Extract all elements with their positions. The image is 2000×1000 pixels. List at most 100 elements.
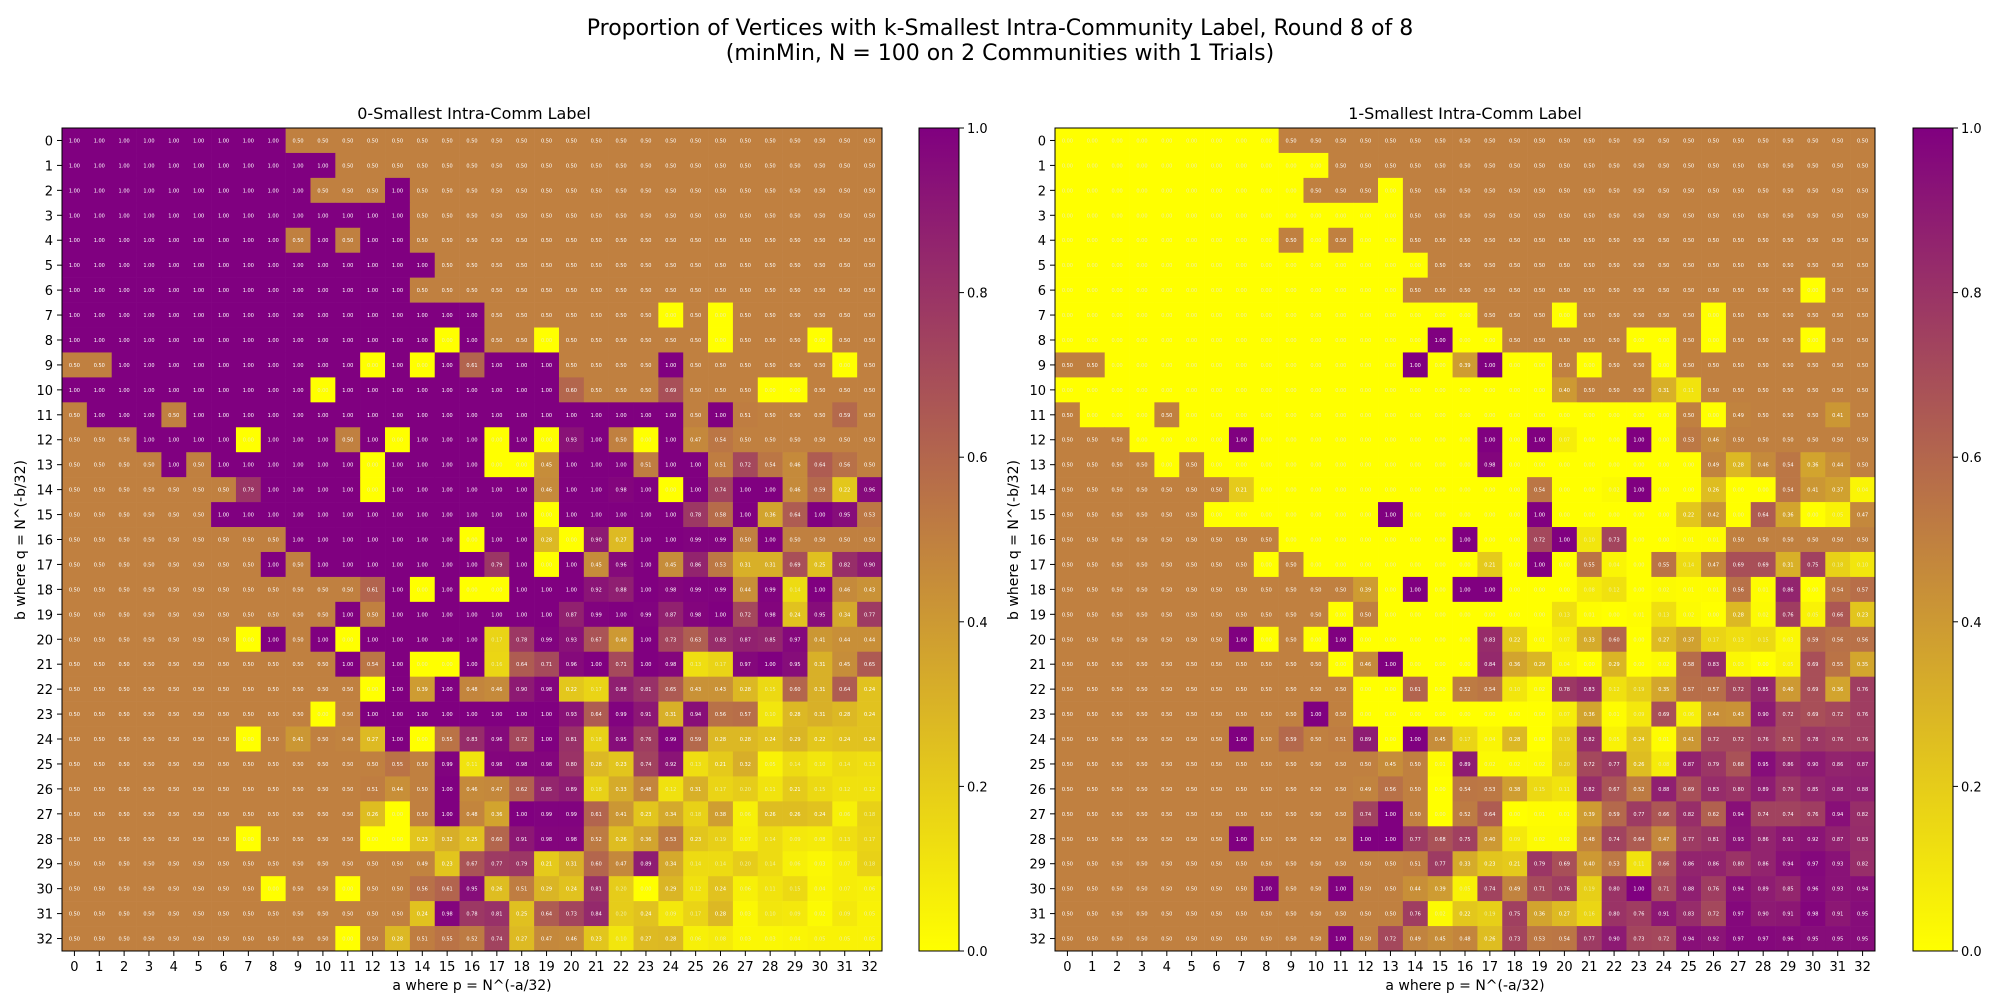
heatmap-cell-label: 0.50 bbox=[1807, 388, 1818, 394]
heatmap-cell-label: 0.50 bbox=[1683, 263, 1694, 269]
heatmap-cell-label: 0.00 bbox=[1509, 513, 1520, 519]
heatmap-cell-label: 0.00 bbox=[839, 363, 850, 369]
heatmap-cell-label: 0.91 bbox=[1658, 912, 1669, 918]
heatmap-cell-label: 1.00 bbox=[342, 538, 353, 544]
heatmap-cell bbox=[385, 576, 411, 603]
y-tick-label: 9 bbox=[1038, 359, 1046, 374]
heatmap-cell-label: 0.50 bbox=[1832, 188, 1843, 194]
heatmap-cell bbox=[608, 427, 634, 453]
heatmap-cell-label: 0.50 bbox=[1658, 213, 1669, 219]
x-tick-label: 0 bbox=[1063, 960, 1071, 975]
heatmap-cell-label: 0.90 bbox=[1807, 762, 1818, 768]
heatmap-cell-label: 0.50 bbox=[566, 238, 577, 244]
heatmap-cell-label: 0.50 bbox=[1807, 138, 1818, 144]
heatmap-cell bbox=[186, 227, 212, 253]
heatmap-cell-label: 0.74 bbox=[1484, 887, 1495, 893]
colorbar-left-ticks: 0.00.20.40.60.81.0 bbox=[959, 122, 988, 960]
heatmap-cell-label: 0.50 bbox=[1758, 263, 1769, 269]
heatmap-cell-label: 0.50 bbox=[1211, 812, 1222, 818]
heatmap-cell-label: 0.00 bbox=[1112, 188, 1123, 194]
heatmap-cell-label: 0.50 bbox=[1211, 587, 1222, 593]
heatmap-cell bbox=[211, 676, 237, 702]
heatmap-cell bbox=[235, 177, 262, 204]
heatmap-cell-label: 1.00 bbox=[566, 488, 577, 494]
heatmap-cell bbox=[434, 776, 460, 802]
heatmap-cell-label: 0.50 bbox=[1310, 737, 1321, 743]
y-tick-label: 19 bbox=[1029, 608, 1046, 623]
heatmap-cell-label: 0.50 bbox=[442, 288, 453, 294]
heatmap-cell-label: 0.36 bbox=[1534, 912, 1545, 918]
heatmap-cell-label: 0.50 bbox=[1087, 637, 1098, 643]
heatmap-cell-label: 0.50 bbox=[367, 862, 378, 868]
heatmap-cell bbox=[807, 227, 833, 253]
heatmap-cell-label: 0.50 bbox=[591, 163, 602, 169]
heatmap-cell-label: 0.50 bbox=[765, 338, 776, 344]
heatmap-cell-label: 0.50 bbox=[789, 413, 800, 419]
heatmap-cell bbox=[111, 402, 137, 428]
heatmap-cell-label: 0.50 bbox=[1236, 687, 1247, 693]
heatmap-cell bbox=[62, 202, 88, 229]
heatmap-cell-label: 0.50 bbox=[1310, 787, 1321, 793]
heatmap-cell-label: 0.00 bbox=[1186, 138, 1197, 144]
heatmap-cell bbox=[558, 751, 585, 777]
heatmap-cell-label: 1.00 bbox=[715, 413, 726, 419]
heatmap-cell-label: 0.06 bbox=[740, 812, 751, 818]
heatmap-cell-label: 0.50 bbox=[94, 812, 105, 818]
heatmap-cell-label: 0.50 bbox=[1857, 413, 1868, 419]
heatmap-cell-label: 0.50 bbox=[1609, 338, 1620, 344]
heatmap-cell-label: 0.50 bbox=[1609, 263, 1620, 269]
heatmap-cell-label: 0.00 bbox=[1310, 488, 1321, 494]
heatmap-cell bbox=[832, 227, 858, 253]
x-tick-label: 24 bbox=[1656, 960, 1673, 975]
heatmap-cell-label: 0.50 bbox=[1435, 163, 1446, 169]
heatmap-cell-label: 0.50 bbox=[665, 213, 676, 219]
heatmap-cell-label: 0.00 bbox=[1758, 662, 1769, 668]
heatmap-cell-label: 1.00 bbox=[516, 388, 527, 394]
heatmap-cell-label: 1.00 bbox=[317, 363, 328, 369]
heatmap-cell-label: 0.50 bbox=[864, 363, 875, 369]
heatmap-cell-label: 0.50 bbox=[1087, 538, 1098, 544]
heatmap-cell-label: 0.50 bbox=[1683, 188, 1694, 194]
heatmap-cell bbox=[509, 676, 535, 702]
heatmap-cell-label: 0.50 bbox=[1186, 937, 1197, 943]
heatmap-cell-label: 0.24 bbox=[1633, 737, 1644, 743]
heatmap-cell bbox=[310, 128, 336, 154]
heatmap-cell-label: 0.94 bbox=[1733, 812, 1744, 818]
heatmap-cell-label: 0.00 bbox=[1360, 538, 1371, 544]
heatmap-cell-label: 0.50 bbox=[715, 288, 726, 294]
heatmap-cell-label: 0.99 bbox=[715, 538, 726, 544]
heatmap-cell-label: 0.69 bbox=[1807, 687, 1818, 693]
heatmap-cell-label: 0.00 bbox=[665, 313, 676, 319]
heatmap-cell bbox=[832, 776, 858, 802]
heatmap-cell bbox=[136, 801, 162, 827]
heatmap-cell-label: 0.26 bbox=[1633, 762, 1644, 768]
heatmap-cell bbox=[409, 601, 436, 628]
heatmap-cell bbox=[558, 551, 585, 578]
heatmap-cell-label: 1.00 bbox=[342, 612, 353, 618]
heatmap-cell-label: 0.50 bbox=[1136, 862, 1147, 868]
heatmap-cell-label: 0.50 bbox=[193, 513, 204, 519]
heatmap-cell bbox=[732, 477, 759, 503]
heatmap-cell-label: 0.57 bbox=[1857, 587, 1868, 593]
heatmap-cell bbox=[335, 551, 361, 578]
heatmap-cell-label: 0.50 bbox=[367, 762, 378, 768]
heatmap-cell-label: 1.00 bbox=[392, 513, 403, 519]
heatmap-cell-label: 0.50 bbox=[1335, 238, 1346, 244]
heatmap-cell-label: 0.54 bbox=[1459, 787, 1470, 793]
heatmap-cell-label: 0.50 bbox=[1211, 612, 1222, 618]
heatmap-cell-label: 0.50 bbox=[1782, 213, 1793, 219]
heatmap-cell-label: 0.50 bbox=[1236, 662, 1247, 668]
heatmap-cell bbox=[335, 626, 361, 653]
heatmap-cell bbox=[111, 427, 137, 453]
heatmap-cell-label: 0.50 bbox=[1633, 313, 1644, 319]
heatmap-cell-label: 0.50 bbox=[1509, 238, 1520, 244]
heatmap-cell-label: 0.72 bbox=[1832, 712, 1843, 718]
heatmap-cell bbox=[111, 502, 137, 528]
heatmap-cell-label: 0.50 bbox=[1733, 238, 1744, 244]
heatmap-cell-label: 0.50 bbox=[1161, 637, 1172, 643]
heatmap-cell bbox=[857, 427, 883, 453]
heatmap-cell-label: 0.50 bbox=[1136, 887, 1147, 893]
heatmap-cell-label: 0.99 bbox=[541, 812, 552, 818]
heatmap-cell-label: 0.36 bbox=[1832, 687, 1843, 693]
heatmap-cell-label: 0.22 bbox=[839, 488, 850, 494]
